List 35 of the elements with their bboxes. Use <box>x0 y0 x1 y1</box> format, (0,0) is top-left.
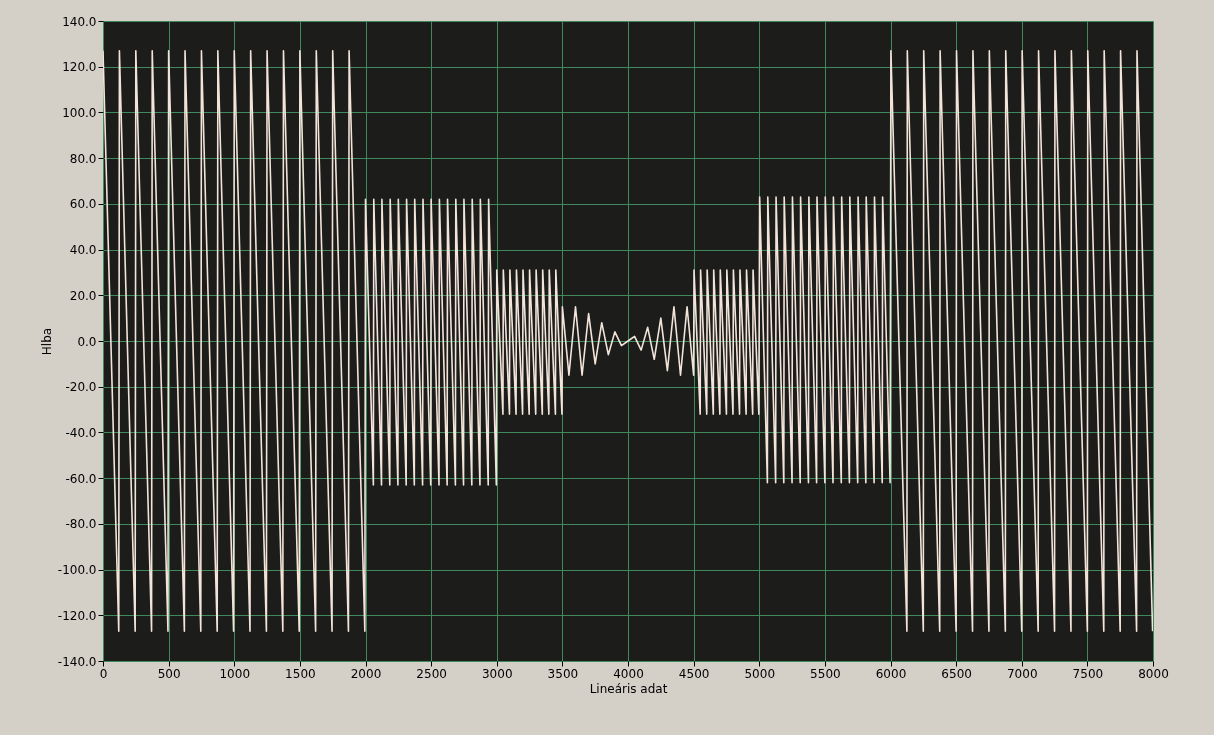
x-tick-label: 7000 <box>1006 666 1038 681</box>
x-tick-label: 1000 <box>219 666 251 681</box>
y-tick-label: -140.0 <box>57 654 97 669</box>
x-tick-label: 2500 <box>416 666 447 681</box>
y-tick-label: 100.0 <box>62 105 97 120</box>
x-tick-label: 8000 <box>1138 666 1169 681</box>
x-tick-label: 5500 <box>810 666 841 681</box>
y-tick-label: -40.0 <box>65 425 97 440</box>
y-tick-label: 140.0 <box>62 14 97 29</box>
y-tick-label: 120.0 <box>62 60 97 75</box>
y-tick-label: -120.0 <box>57 608 97 623</box>
y-tick-label: 80.0 <box>69 151 97 166</box>
x-tick-label: 0 <box>99 666 108 681</box>
x-tick-label: 500 <box>157 666 181 681</box>
y-tick-label: -20.0 <box>65 380 97 395</box>
x-tick-label: 3500 <box>547 666 579 681</box>
x-tick-label: 1500 <box>285 666 316 681</box>
y-tick-label: 40.0 <box>69 243 97 258</box>
x-tick-label: 3000 <box>481 666 513 681</box>
x-tick-label: 6000 <box>875 666 907 681</box>
x-tick-label: 2000 <box>350 666 382 681</box>
y-tick-label: -80.0 <box>65 517 97 532</box>
x-tick-label: 7500 <box>1072 666 1104 681</box>
y-tick-label: 20.0 <box>69 288 97 303</box>
y-tick-label: -100.0 <box>57 563 97 578</box>
y-tick-label: 60.0 <box>69 197 97 212</box>
y-tick-label: -60.0 <box>65 471 97 486</box>
y-tick-label: 0.0 <box>77 334 97 349</box>
y-axis-title: Hlba <box>39 327 54 356</box>
x-tick-label: 6500 <box>941 666 972 681</box>
x-axis-title: Lineáris adat <box>589 681 668 696</box>
x-tick-label: 4000 <box>613 666 644 681</box>
x-tick-label: 5000 <box>744 666 776 681</box>
line-series <box>103 49 1153 633</box>
x-tick-label: 4500 <box>678 666 710 681</box>
